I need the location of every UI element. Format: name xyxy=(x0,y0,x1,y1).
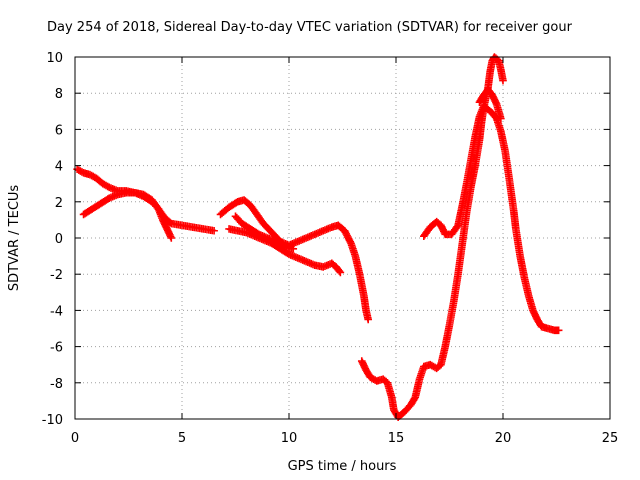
y-axis-label: SDTVAR / TECUs xyxy=(7,185,22,292)
data-point xyxy=(210,226,218,235)
y-tick-label: 0 xyxy=(55,232,63,247)
y-ticks: -10 -8 -6 -4 -2 0 2 4 6 8 10 xyxy=(42,51,610,428)
chart-title: Day 254 of 2018, Sidereal Day-to-day VTE… xyxy=(47,20,573,35)
y-tick-label: 2 xyxy=(55,196,63,211)
data-point xyxy=(499,76,507,85)
x-tick-label: 15 xyxy=(388,431,405,446)
y-tick-label: -4 xyxy=(50,304,63,319)
data-point xyxy=(554,326,563,335)
data-point xyxy=(364,315,372,324)
y-tick-label: 6 xyxy=(55,123,63,138)
data-point xyxy=(289,245,298,253)
data-point xyxy=(497,114,505,123)
series-arc1 xyxy=(73,165,176,242)
y-tick-label: -8 xyxy=(50,377,63,392)
series-arc8 xyxy=(475,85,505,123)
y-tick-label: -2 xyxy=(50,268,63,283)
x-tick-label: 20 xyxy=(495,431,512,446)
data-point xyxy=(336,268,345,277)
x-tick-label: 5 xyxy=(178,431,186,446)
y-tick-label: 10 xyxy=(46,51,63,66)
x-ticks: 0 5 10 15 20 25 xyxy=(71,57,618,446)
data-point xyxy=(167,234,176,242)
series-arc7 xyxy=(420,102,563,335)
series-arc5 xyxy=(231,212,298,253)
grid-lines xyxy=(75,57,610,419)
y-tick-label: -6 xyxy=(50,341,63,356)
data-marks xyxy=(73,53,563,421)
y-tick-label: 4 xyxy=(55,160,63,175)
y-tick-label: -10 xyxy=(42,413,63,428)
x-tick-label: 0 xyxy=(71,431,79,446)
y-tick-label: 8 xyxy=(55,87,63,102)
x-tick-label: 25 xyxy=(602,431,619,446)
x-tick-label: 10 xyxy=(281,431,298,446)
x-axis-label: GPS time / hours xyxy=(288,459,397,474)
series-arc2 xyxy=(79,188,218,235)
